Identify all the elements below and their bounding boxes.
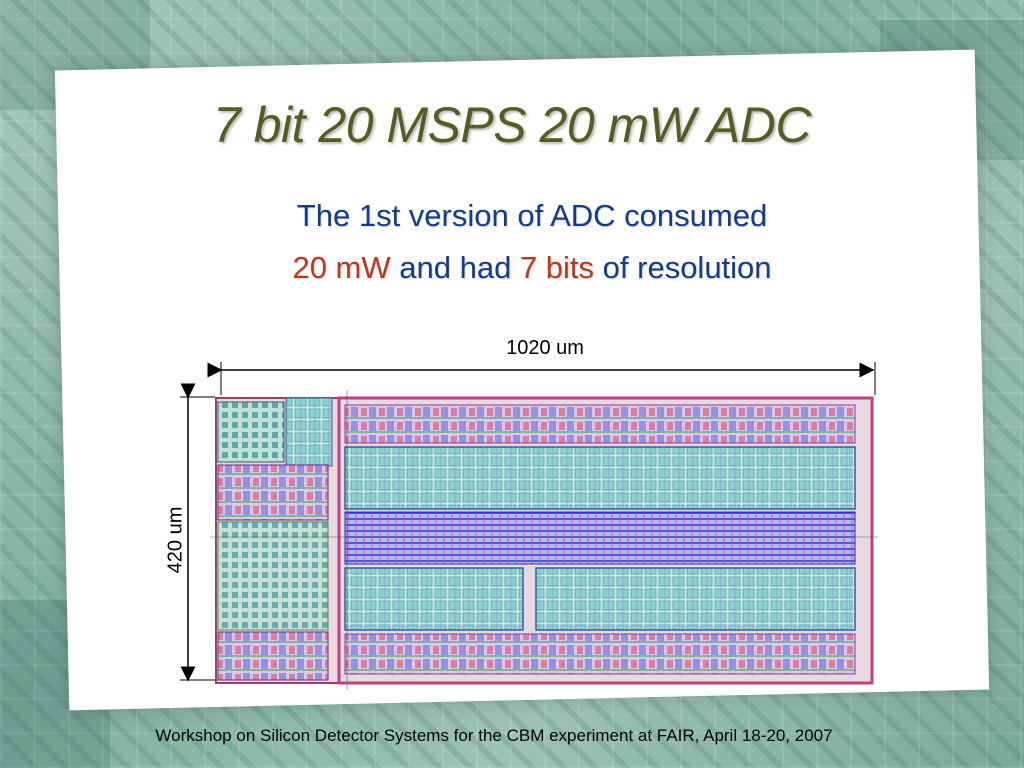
slide-title: 7 bit 20 MSPS 20 mW ADC [213,97,811,153]
chip-die [210,390,878,690]
bits-value: 7 bits [519,250,595,285]
subtitle-mid-text: and had [390,250,520,285]
footer-text: Workshop on Silicon Detector Systems for… [155,726,833,745]
height-dimension-line [180,383,215,682]
width-dimension-label: 1020 um [506,337,584,359]
subtitle-line-2: 20 mW and had 7 bits of resolution [0,250,1024,286]
width-dimension-line [207,362,876,395]
subtitle-end-text: of resolution [594,250,772,285]
subtitle-line-1: The 1st version of ADC consumed [296,198,768,233]
power-value: 20 mW [292,250,391,285]
